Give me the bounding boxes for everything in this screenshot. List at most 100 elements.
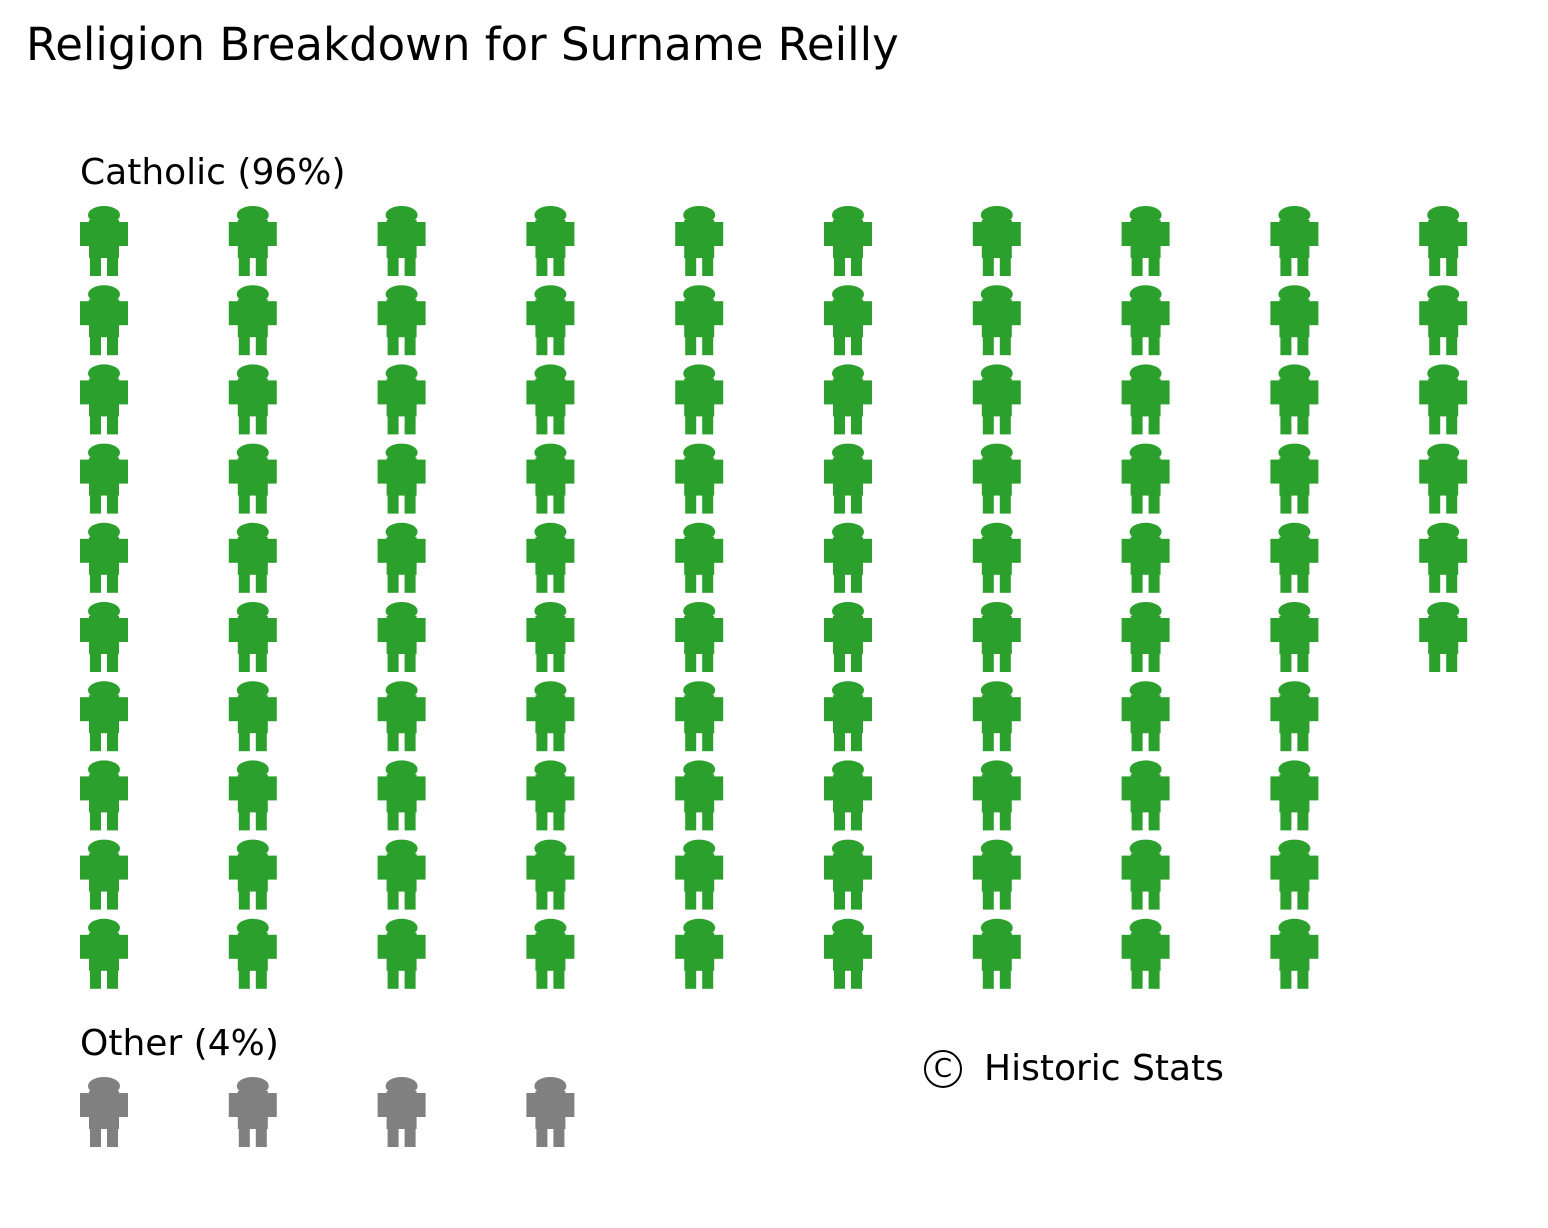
catholic-person-icon: [1270, 918, 1319, 989]
catholic-person-icon: [1121, 443, 1170, 514]
other-person-icon: [80, 1077, 128, 1147]
catholic-person-icon: [1419, 443, 1468, 514]
catholic-person-icon: [1121, 918, 1170, 989]
group-label-other: Other (4%): [80, 1023, 279, 1064]
catholic-person-icon: [675, 206, 724, 276]
credit: C Historic Stats: [924, 1048, 1224, 1089]
catholic-person-icon: [824, 522, 872, 593]
catholic-person-icon: [675, 602, 724, 672]
catholic-person-icon: [675, 839, 724, 910]
catholic-person-icon: [526, 760, 575, 831]
catholic-person-icon: [675, 681, 724, 752]
catholic-person-icon: [972, 918, 1021, 989]
other-icons: [80, 1077, 575, 1147]
catholic-person-icon: [824, 602, 872, 672]
catholic-person-icon: [972, 206, 1021, 276]
catholic-person-icon: [80, 364, 128, 435]
catholic-person-icon: [1121, 522, 1170, 593]
other-person-icon: [228, 1077, 277, 1147]
catholic-person-icon: [1419, 206, 1468, 276]
group-label-catholic: Catholic (96%): [80, 152, 346, 193]
catholic-person-icon: [1270, 839, 1319, 910]
catholic-person-icon: [1270, 602, 1319, 672]
catholic-person-icon: [526, 364, 575, 435]
catholic-person-icon: [675, 918, 724, 989]
catholic-person-icon: [377, 602, 426, 672]
catholic-person-icon: [1121, 285, 1170, 356]
catholic-person-icon: [1121, 602, 1170, 672]
catholic-person-icon: [1121, 839, 1170, 910]
catholic-person-icon: [972, 602, 1021, 672]
catholic-person-icon: [80, 918, 128, 989]
catholic-person-icon: [377, 443, 426, 514]
catholic-person-icon: [1419, 522, 1468, 593]
catholic-person-icon: [228, 839, 277, 910]
catholic-person-icon: [824, 839, 872, 910]
catholic-person-icon: [824, 918, 872, 989]
catholic-person-icon: [80, 681, 128, 752]
catholic-person-icon: [80, 760, 128, 831]
catholic-person-icon: [1121, 760, 1170, 831]
catholic-person-icon: [824, 681, 872, 752]
catholic-person-icon: [675, 285, 724, 356]
catholic-person-icon: [228, 522, 277, 593]
catholic-person-icon: [377, 760, 426, 831]
catholic-person-icon: [228, 443, 277, 514]
chart-title: Religion Breakdown for Surname Reilly: [26, 18, 899, 71]
catholic-person-icon: [80, 285, 128, 356]
catholic-person-icon: [80, 602, 128, 672]
catholic-person-icon: [824, 206, 872, 276]
copyright-icon: C: [924, 1049, 962, 1088]
catholic-person-icon: [1270, 681, 1319, 752]
catholic-person-icon: [377, 681, 426, 752]
catholic-person-icon: [377, 839, 426, 910]
catholic-person-icon: [80, 839, 128, 910]
catholic-person-icon: [377, 918, 426, 989]
catholic-person-icon: [1270, 364, 1319, 435]
catholic-person-icon: [972, 443, 1021, 514]
catholic-person-icon: [824, 364, 872, 435]
catholic-person-icon: [228, 760, 277, 831]
catholic-person-icon: [377, 285, 426, 356]
catholic-person-icon: [1121, 681, 1170, 752]
catholic-person-icon: [228, 206, 277, 276]
other-person-icon: [377, 1077, 426, 1147]
catholic-person-icon: [526, 522, 575, 593]
catholic-person-icon: [526, 602, 575, 672]
catholic-person-icon: [1121, 206, 1170, 276]
catholic-person-icon: [526, 918, 575, 989]
catholic-person-icon: [526, 206, 575, 276]
catholic-person-icon: [1121, 364, 1170, 435]
catholic-person-icon: [526, 681, 575, 752]
catholic-person-icon: [972, 839, 1021, 910]
other-person-icon: [526, 1077, 575, 1147]
catholic-person-icon: [972, 522, 1021, 593]
catholic-person-icon: [824, 443, 872, 514]
catholic-person-icon: [675, 522, 724, 593]
catholic-person-icon: [824, 760, 872, 831]
catholic-icons: [80, 206, 1468, 989]
catholic-person-icon: [80, 522, 128, 593]
credit-text: Historic Stats: [984, 1048, 1224, 1089]
catholic-person-icon: [1270, 206, 1319, 276]
catholic-person-icon: [1270, 285, 1319, 356]
catholic-person-icon: [1419, 602, 1468, 672]
catholic-person-icon: [228, 285, 277, 356]
catholic-person-icon: [1419, 364, 1468, 435]
catholic-person-icon: [526, 839, 575, 910]
catholic-person-icon: [675, 443, 724, 514]
catholic-person-icon: [228, 681, 277, 752]
catholic-person-icon: [228, 918, 277, 989]
catholic-person-icon: [377, 206, 426, 276]
catholic-person-icon: [972, 681, 1021, 752]
catholic-person-icon: [675, 364, 724, 435]
catholic-person-icon: [526, 443, 575, 514]
catholic-person-icon: [1270, 522, 1319, 593]
catholic-person-icon: [80, 443, 128, 514]
catholic-person-icon: [824, 285, 872, 356]
catholic-person-icon: [377, 522, 426, 593]
catholic-person-icon: [972, 760, 1021, 831]
catholic-person-icon: [526, 285, 575, 356]
catholic-person-icon: [1419, 285, 1468, 356]
